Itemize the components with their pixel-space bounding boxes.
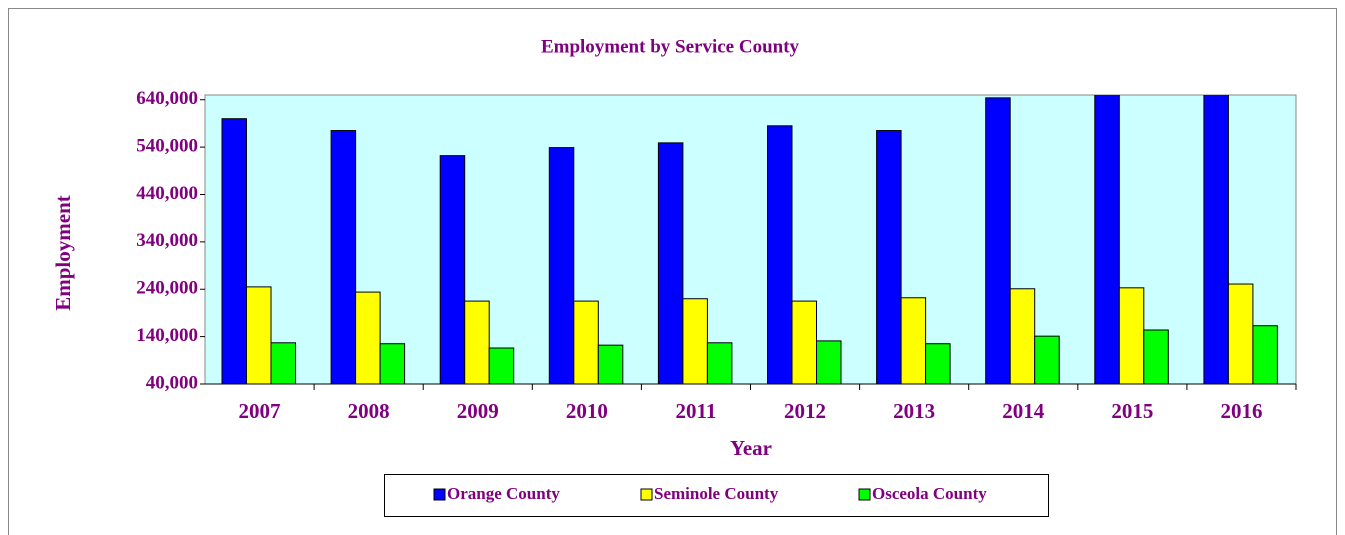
x-tick-label: 2009: [457, 399, 499, 423]
y-tick-label: 540,000: [136, 135, 198, 156]
bar: [221, 118, 247, 384]
bar: [985, 97, 1011, 384]
legend-label: Seminole County: [654, 484, 779, 503]
bar: [1227, 283, 1254, 384]
bar: [439, 155, 466, 384]
y-tick-label: 40,000: [146, 372, 198, 393]
bars: [221, 95, 1278, 384]
bar: [379, 343, 406, 384]
bar: [597, 344, 624, 384]
bar: [1118, 287, 1145, 384]
legend-swatch: [858, 488, 871, 501]
bar: [1009, 288, 1036, 384]
y-tick-label: 240,000: [136, 278, 198, 299]
x-tick-label: 2010: [566, 399, 608, 423]
x-axis-label: Year: [730, 436, 772, 460]
y-tick-label: 440,000: [136, 183, 198, 204]
y-tick-label: 640,000: [136, 88, 198, 109]
chart-title: Employment by Service County: [541, 36, 800, 57]
bar: [1094, 95, 1120, 384]
legend-swatch: [640, 488, 653, 501]
x-tick-label: 2015: [1111, 399, 1153, 423]
x-tick-label: 2012: [784, 399, 826, 423]
bar: [900, 297, 927, 384]
bar: [682, 298, 708, 384]
bar: [573, 300, 599, 384]
x-tick-label: 2008: [348, 399, 390, 423]
bar: [1252, 325, 1278, 384]
bar: [1034, 335, 1060, 384]
x-tick-label: 2013: [893, 399, 935, 423]
bar: [925, 343, 951, 384]
bar: [657, 142, 684, 384]
y-tick-label: 140,000: [136, 325, 198, 346]
legend: [384, 474, 1049, 517]
x-tick-label: 2014: [1002, 399, 1045, 423]
bar: [767, 125, 793, 384]
bar: [791, 300, 817, 384]
bar: [355, 291, 381, 384]
bar: [706, 342, 733, 384]
legend-swatch: [433, 488, 446, 501]
y-axis-label: Employment: [51, 195, 75, 311]
bar: [464, 300, 490, 384]
y-tick-label: 340,000: [136, 230, 198, 251]
x-tick-label: 2011: [676, 399, 717, 423]
legend-label: Osceola County: [872, 484, 987, 503]
bar: [330, 130, 357, 384]
bar: [1143, 329, 1169, 384]
bar: [488, 347, 515, 384]
bar: [246, 286, 272, 384]
bar: [876, 130, 902, 384]
legend-label: Orange County: [447, 484, 560, 503]
bar: [816, 340, 842, 384]
bar: [548, 147, 575, 384]
legend-items: Orange County Seminole County Osceola Coun…: [433, 484, 987, 503]
x-tick-label: 2016: [1220, 399, 1262, 423]
x-tick-label: 2007: [239, 399, 281, 423]
bar: [1203, 95, 1229, 384]
bar: [270, 342, 296, 384]
